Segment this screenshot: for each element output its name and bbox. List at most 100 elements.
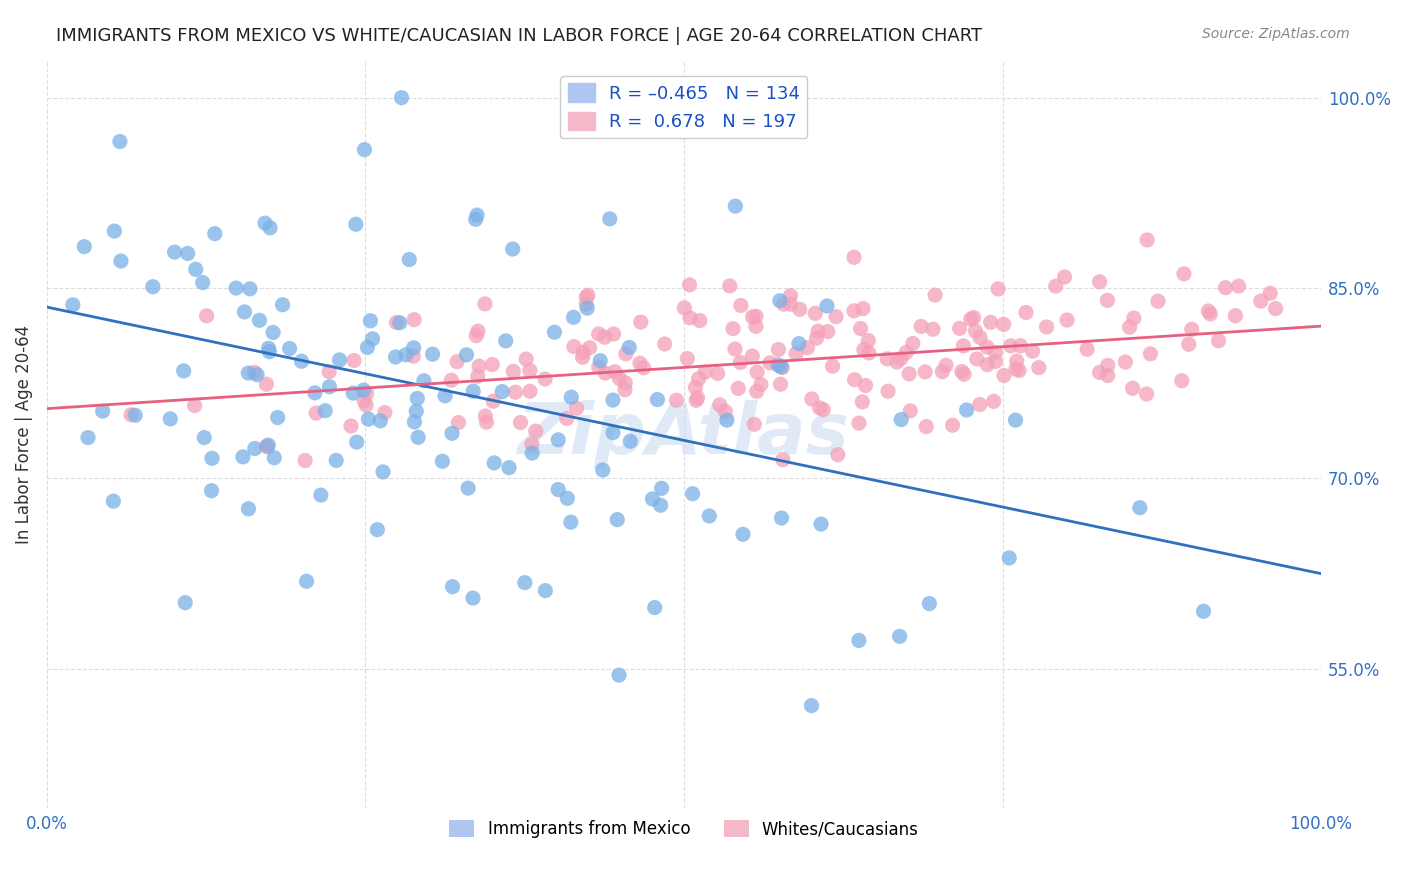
Point xyxy=(886,355,908,369)
Point xyxy=(340,419,363,434)
Point xyxy=(588,360,610,375)
Point xyxy=(695,365,717,379)
Point xyxy=(271,298,294,312)
Text: ZipAtlas: ZipAtlas xyxy=(517,400,849,468)
Point xyxy=(589,353,612,368)
Point xyxy=(952,339,974,353)
Point xyxy=(467,324,489,338)
Point xyxy=(571,351,593,365)
Point xyxy=(619,340,641,354)
Point xyxy=(633,360,655,375)
Point xyxy=(804,306,827,320)
Point xyxy=(842,250,865,264)
Point xyxy=(457,481,479,495)
Point xyxy=(609,372,631,386)
Point xyxy=(519,363,541,377)
Point xyxy=(441,580,464,594)
Point xyxy=(815,299,838,313)
Point xyxy=(976,358,998,372)
Point xyxy=(852,343,875,357)
Point xyxy=(749,377,772,392)
Point xyxy=(1097,293,1119,308)
Point xyxy=(238,366,260,380)
Point xyxy=(534,372,557,386)
Point xyxy=(328,353,350,368)
Point xyxy=(174,596,197,610)
Point xyxy=(456,348,478,362)
Point xyxy=(966,351,988,366)
Point xyxy=(474,297,496,311)
Point xyxy=(434,389,457,403)
Point xyxy=(1136,233,1159,247)
Point xyxy=(120,408,142,422)
Point xyxy=(314,403,336,417)
Point xyxy=(243,365,266,379)
Point xyxy=(613,383,636,397)
Point xyxy=(800,392,823,406)
Point xyxy=(263,450,285,465)
Point xyxy=(404,312,426,326)
Point xyxy=(602,425,624,440)
Point xyxy=(745,310,768,324)
Point xyxy=(676,351,699,366)
Point xyxy=(685,380,707,394)
Point xyxy=(482,456,505,470)
Point xyxy=(371,465,394,479)
Point xyxy=(576,301,599,316)
Point xyxy=(509,416,531,430)
Point xyxy=(576,288,599,302)
Point xyxy=(342,386,364,401)
Point xyxy=(1005,354,1028,368)
Point xyxy=(318,365,340,379)
Point xyxy=(965,324,987,338)
Point xyxy=(848,416,870,430)
Point xyxy=(560,390,582,404)
Point xyxy=(603,365,626,379)
Point xyxy=(1139,347,1161,361)
Point xyxy=(731,527,754,541)
Point xyxy=(614,376,637,390)
Point xyxy=(562,339,585,353)
Point xyxy=(876,351,898,366)
Point xyxy=(987,282,1010,296)
Point xyxy=(254,440,277,454)
Point xyxy=(924,288,946,302)
Point xyxy=(963,310,986,325)
Point xyxy=(359,314,381,328)
Point xyxy=(779,288,801,302)
Point xyxy=(593,330,616,344)
Y-axis label: In Labor Force | Age 20-64: In Labor Force | Age 20-64 xyxy=(15,325,32,543)
Point xyxy=(278,342,301,356)
Point xyxy=(806,331,828,345)
Point xyxy=(575,290,598,304)
Point xyxy=(685,393,707,408)
Point xyxy=(520,437,543,451)
Point xyxy=(343,353,366,368)
Point xyxy=(960,312,983,326)
Point xyxy=(1225,309,1247,323)
Point xyxy=(914,365,936,379)
Point xyxy=(595,366,617,380)
Point xyxy=(519,384,541,399)
Point xyxy=(741,310,763,324)
Legend: Immigrants from Mexico, Whites/Caucasians: Immigrants from Mexico, Whites/Caucasian… xyxy=(443,814,925,845)
Point xyxy=(976,340,998,354)
Point xyxy=(689,313,711,327)
Point xyxy=(481,358,503,372)
Point xyxy=(353,383,375,397)
Point xyxy=(357,412,380,426)
Point xyxy=(446,354,468,368)
Point xyxy=(1181,322,1204,336)
Point xyxy=(522,446,544,460)
Point xyxy=(505,385,527,400)
Point xyxy=(779,297,801,311)
Point xyxy=(855,378,877,392)
Point xyxy=(184,262,207,277)
Point xyxy=(524,424,547,438)
Point xyxy=(233,305,256,319)
Point xyxy=(647,392,669,407)
Point xyxy=(745,384,768,399)
Point xyxy=(599,211,621,226)
Point xyxy=(858,334,880,348)
Point xyxy=(1010,339,1032,353)
